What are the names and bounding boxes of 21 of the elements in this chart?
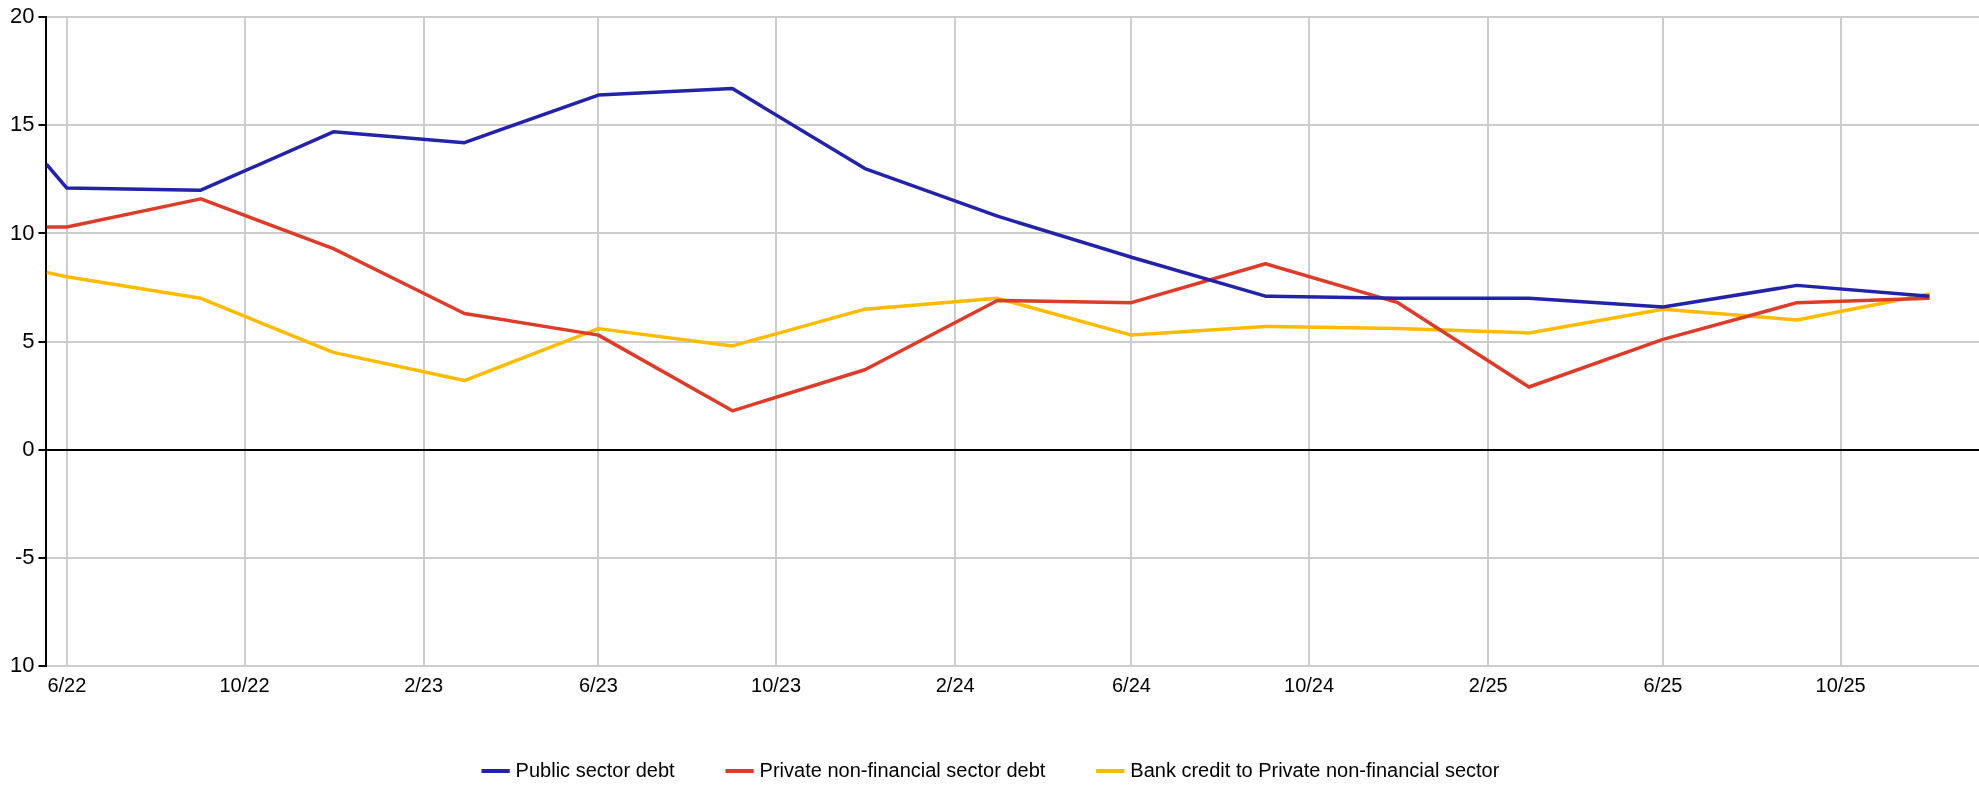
y-tick-label: -5 — [14, 543, 35, 569]
y-tick-label: 10 — [9, 652, 35, 678]
y-tick-label: 20 — [9, 3, 35, 29]
y-tick-label: 15 — [9, 111, 35, 137]
x-tick-label: 6/25 — [1643, 673, 1683, 696]
x-tick-label: 2/25 — [1468, 673, 1508, 696]
x-tick-label: 10/22 — [219, 673, 270, 696]
x-tick-label: 6/23 — [578, 673, 618, 696]
x-tick-label: 10/24 — [1284, 673, 1335, 696]
y-tick-label: 0 — [22, 435, 35, 461]
x-tick-label: 10/25 — [1815, 673, 1866, 696]
x-tick-label: 6/22 — [47, 673, 87, 696]
legend-label: Private non-financial sector debt — [759, 758, 1046, 781]
legend-label: Public sector debt — [515, 758, 676, 781]
y-tick-label: 5 — [22, 327, 35, 353]
x-tick-label: 6/24 — [1111, 673, 1151, 696]
y-tick-label: 10 — [9, 219, 35, 245]
legend-label: Bank credit to Private non-financial sector — [1130, 758, 1500, 781]
x-tick-label: 10/23 — [751, 673, 802, 696]
x-tick-label: 2/24 — [935, 673, 975, 696]
x-tick-label: 2/23 — [404, 673, 444, 696]
